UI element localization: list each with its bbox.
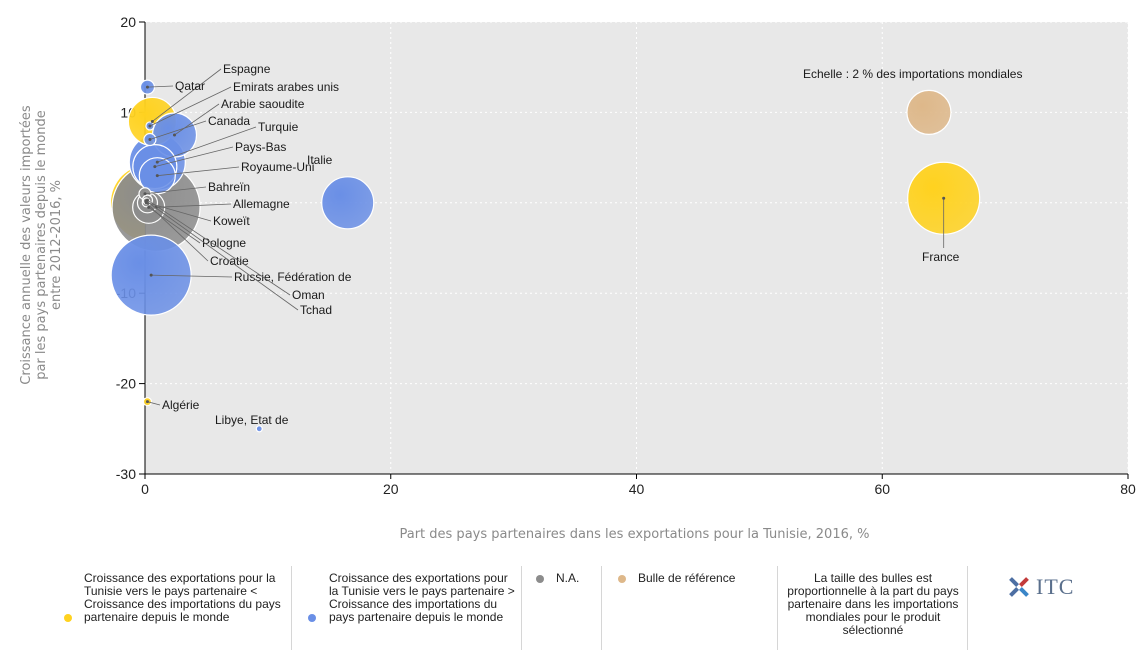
leader-line bbox=[157, 126, 257, 163]
leader-line bbox=[157, 166, 240, 177]
anchor-dot bbox=[172, 133, 176, 137]
x-axis-title: Part des pays partenaires dans les expor… bbox=[399, 527, 869, 542]
legend-item-na: N.A. bbox=[522, 566, 602, 650]
anchor-dot bbox=[144, 199, 148, 203]
leader-line bbox=[174, 103, 220, 136]
legend-text-size-note: La taille des bulles est proportionnelle… bbox=[787, 571, 959, 637]
label-allemagne: Allemagne bbox=[233, 197, 290, 211]
label-kowe-t: Koweït bbox=[213, 214, 250, 228]
anchor-dot bbox=[148, 138, 152, 142]
x-tick-label: 0 bbox=[141, 481, 149, 497]
leader-line bbox=[149, 120, 207, 140]
anchor-dot bbox=[942, 196, 946, 200]
leader-line bbox=[147, 202, 212, 222]
x-tick-label: 80 bbox=[1120, 481, 1136, 497]
bubble-chart: -30-20-1001020020406080Part des pays par… bbox=[19, 14, 1136, 542]
y-axis-title: Croissance annuelle des valeurs importée… bbox=[19, 105, 64, 385]
bubble-reference bbox=[906, 89, 952, 136]
label-france: France bbox=[922, 250, 960, 264]
label-alg-rie: Algérie bbox=[162, 398, 200, 412]
chart-legend: Croissance des exportations pour la Tuni… bbox=[60, 566, 1100, 652]
label-italie: Italie bbox=[307, 153, 333, 167]
y-tick-label: -30 bbox=[116, 466, 136, 482]
legend-text-blue: Croissance des exportations pour la Tuni… bbox=[329, 571, 515, 624]
itc-logo-icon bbox=[1009, 577, 1029, 597]
y-tick-label: -20 bbox=[116, 376, 136, 392]
label-canada: Canada bbox=[208, 114, 250, 128]
legend-text-reference: Bulle de référence bbox=[638, 571, 736, 585]
bubble-italie bbox=[321, 176, 375, 230]
leader-line bbox=[145, 202, 209, 262]
anchor-dot bbox=[147, 205, 151, 209]
anchor-dot bbox=[153, 165, 157, 169]
label-turquie: Turquie bbox=[258, 120, 299, 134]
label-pays-bas: Pays-Bas bbox=[235, 140, 286, 154]
leader-line bbox=[156, 203, 232, 208]
legend-item-reference: Bulle de référence bbox=[602, 566, 778, 650]
anchor-dot bbox=[145, 85, 149, 89]
anchor-dot bbox=[155, 174, 159, 178]
anchor-dot bbox=[145, 400, 149, 404]
label-arabie-saoudite: Arabie saoudite bbox=[221, 97, 305, 111]
x-tick-label: 40 bbox=[629, 481, 645, 497]
legend-dot-na bbox=[536, 575, 544, 583]
legend-text-na: N.A. bbox=[556, 571, 580, 585]
leader-line bbox=[151, 274, 233, 278]
leader-line bbox=[147, 85, 174, 88]
scale-note: Echelle : 2 % des importations mondiales bbox=[803, 67, 1022, 81]
leader-line bbox=[147, 199, 291, 296]
leader-line bbox=[145, 200, 299, 311]
anchor-dot bbox=[148, 124, 152, 128]
anchor-dot bbox=[143, 192, 147, 196]
label-oman: Oman bbox=[292, 288, 325, 302]
label-espagne: Espagne bbox=[223, 62, 271, 76]
leader-line bbox=[149, 86, 232, 127]
legend-item-blue: Croissance des exportations pour la Tuni… bbox=[292, 566, 522, 650]
label-qatar: Qatar bbox=[175, 79, 205, 93]
x-tick-label: 60 bbox=[874, 481, 890, 497]
label-pologne: Pologne bbox=[202, 236, 246, 250]
label-libye-etat-de: Libye, Etat de bbox=[215, 413, 289, 427]
legend-dot-yellow bbox=[64, 614, 72, 622]
itc-logo-text: ITC bbox=[1036, 574, 1075, 599]
label-russie-f-d-ration-de: Russie, Fédération de bbox=[234, 270, 352, 284]
y-tick-label: 20 bbox=[120, 14, 136, 30]
leader-line bbox=[147, 401, 161, 406]
bubble-libye-etat-de bbox=[255, 425, 263, 433]
label-tchad: Tchad bbox=[300, 303, 332, 317]
legend-dot-reference bbox=[618, 575, 626, 583]
label-bahre-n: Bahreïn bbox=[208, 180, 250, 194]
legend-item-yellow: Croissance des exportations pour la Tuni… bbox=[60, 566, 292, 650]
leader-line bbox=[152, 68, 222, 122]
anchor-dot bbox=[150, 119, 154, 123]
x-tick-label: 20 bbox=[383, 481, 399, 497]
label-royaume-uni: Royaume-Uni bbox=[241, 160, 314, 174]
label-emirats-arabes-unis: Emirats arabes unis bbox=[233, 80, 339, 94]
itc-logo: ITC bbox=[1006, 574, 1074, 600]
legend-item-size-note: La taille des bulles est proportionnelle… bbox=[778, 566, 968, 650]
leader-line bbox=[144, 186, 207, 195]
anchor-dot bbox=[149, 273, 153, 277]
leader-line bbox=[154, 146, 234, 168]
legend-text-yellow: Croissance des exportations pour la Tuni… bbox=[84, 571, 281, 624]
legend-dot-blue bbox=[308, 614, 316, 622]
anchor-dot bbox=[155, 160, 159, 164]
